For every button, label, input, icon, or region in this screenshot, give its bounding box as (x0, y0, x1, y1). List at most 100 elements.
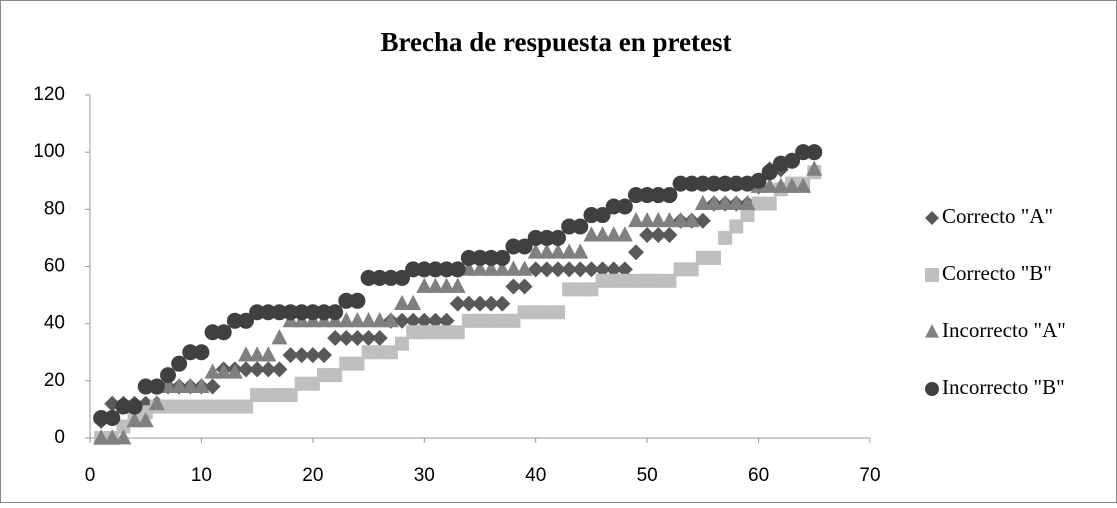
x-tick-label: 10 (191, 465, 212, 486)
point (394, 312, 410, 329)
point (639, 187, 656, 204)
point (327, 329, 344, 346)
point (595, 273, 610, 288)
point (494, 260, 511, 276)
point (338, 292, 355, 309)
point (405, 261, 422, 278)
point (551, 305, 565, 320)
point (628, 187, 644, 204)
point (483, 260, 500, 276)
point (528, 305, 543, 320)
point (739, 194, 756, 211)
point (594, 226, 611, 242)
chart-title: Brecha de respuesta en pretest (381, 27, 732, 57)
point (806, 160, 823, 176)
y-tick-label: 120 (33, 84, 65, 105)
point (316, 304, 332, 321)
point (450, 325, 465, 340)
point (673, 262, 688, 277)
point (594, 261, 611, 278)
y-tick-label: 20 (44, 370, 65, 391)
point (304, 347, 321, 364)
point (629, 273, 643, 288)
point (383, 345, 398, 360)
point (795, 144, 812, 161)
point (372, 345, 387, 360)
point (784, 177, 800, 193)
point (282, 304, 299, 321)
point (639, 211, 656, 228)
point (215, 363, 232, 379)
point (226, 363, 243, 379)
point (428, 325, 443, 340)
point (572, 243, 589, 259)
point (516, 260, 533, 276)
point (616, 198, 633, 215)
point (527, 261, 544, 278)
point (282, 347, 299, 364)
point (751, 196, 766, 211)
point (260, 361, 277, 378)
point (293, 304, 310, 321)
point (115, 398, 132, 415)
point (572, 218, 589, 235)
point (427, 261, 444, 278)
point (583, 226, 600, 242)
point (651, 273, 666, 288)
point (271, 361, 288, 378)
point (104, 409, 121, 426)
point (795, 177, 812, 193)
point (416, 277, 433, 293)
point (505, 238, 522, 255)
point (349, 292, 366, 309)
point (650, 227, 667, 244)
point (605, 261, 622, 278)
point (171, 355, 188, 372)
point (583, 261, 600, 278)
point (438, 312, 455, 329)
point (538, 261, 555, 278)
legend-label: Incorrecto "B" (942, 375, 1065, 399)
point (583, 207, 600, 224)
point (104, 429, 121, 445)
point (327, 304, 344, 321)
point (260, 346, 277, 362)
point (137, 412, 154, 428)
point (527, 229, 544, 246)
point (806, 144, 823, 161)
point (93, 429, 110, 445)
point (662, 273, 677, 288)
x-tick-label: 40 (525, 465, 546, 486)
legend-label: Correcto "B" (942, 261, 1052, 285)
point (449, 261, 466, 278)
point (605, 226, 622, 242)
point (683, 211, 700, 228)
point (707, 250, 721, 265)
point (417, 325, 432, 340)
point (683, 175, 700, 192)
point (761, 164, 778, 181)
x-tick-label: 70 (859, 465, 880, 486)
point (538, 243, 555, 259)
point (394, 294, 410, 311)
point (572, 261, 589, 278)
x-tick-label: 30 (414, 465, 435, 486)
point (472, 260, 488, 276)
point (506, 313, 521, 328)
point (371, 329, 388, 346)
point (472, 295, 488, 312)
point (640, 273, 655, 288)
point (204, 378, 221, 395)
point (728, 194, 745, 211)
point (194, 399, 209, 414)
point (216, 399, 231, 414)
point (516, 278, 533, 295)
legend-marker (925, 211, 939, 225)
point (148, 378, 165, 395)
point (439, 325, 454, 340)
point (761, 177, 778, 193)
point (204, 363, 221, 379)
point (762, 196, 777, 211)
point (561, 243, 578, 259)
point (406, 325, 421, 340)
